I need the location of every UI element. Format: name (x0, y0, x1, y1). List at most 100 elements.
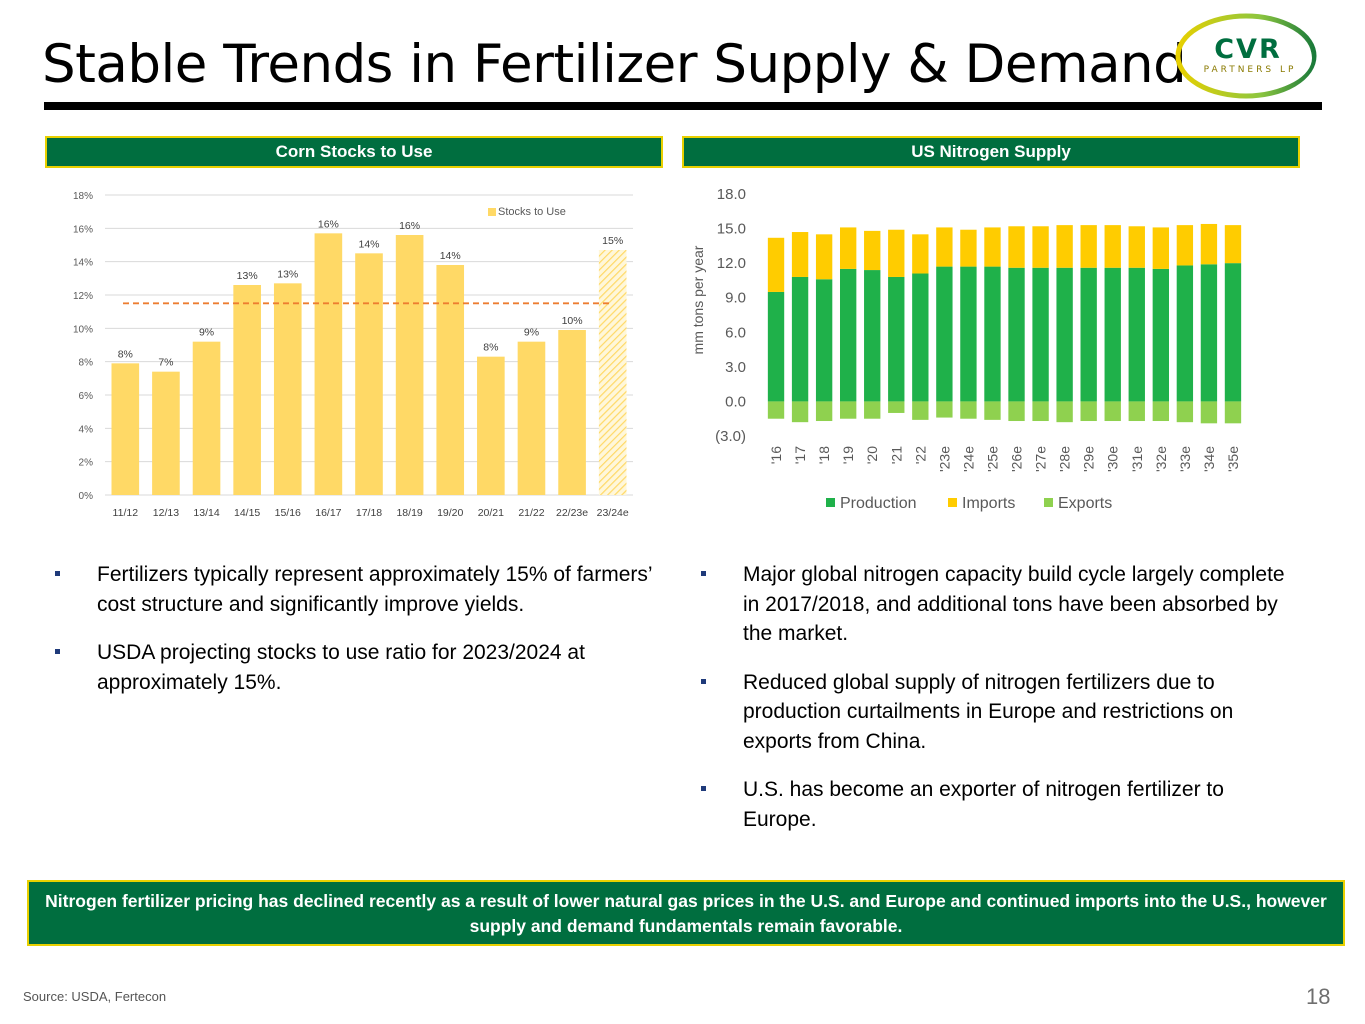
production-bar (1032, 267, 1049, 402)
source-note: Source: USDA, Fertecon (23, 989, 167, 1004)
corn-stocks-chart: 0% 2% 4% 6% 8% 10% 12% 14% 16% 18% 8% 11/12 7% 12/13 9… (73, 191, 633, 519)
bullet-text: U.S. has become an exporter of nitrogen … (743, 778, 1224, 831)
imports-bar (1224, 225, 1242, 264)
production-bar (839, 268, 857, 402)
list-item: Reduced global supply of nitrogen fertil… (701, 668, 1291, 757)
x-tick-label: '28e (1057, 446, 1073, 472)
x-tick-label: 19/20 (437, 507, 463, 519)
y-tick-label: 4% (79, 424, 94, 435)
exports-bar (1056, 401, 1073, 423)
bar (558, 330, 586, 495)
x-tick-label: 15/16 (275, 507, 301, 519)
nitrogen-supply-header: US Nitrogen Supply (682, 136, 1300, 168)
imports-bar (1032, 226, 1049, 268)
imports-bar (1104, 225, 1121, 268)
y-tick-label: 10% (73, 324, 93, 335)
imports-bar (984, 227, 1001, 267)
right-bullet-list: Major global nitrogen capacity build cyc… (701, 560, 1291, 853)
imports-bar (1176, 225, 1194, 266)
imports-bar (912, 234, 929, 274)
legend-swatch (826, 498, 835, 507)
exports-bar (1224, 401, 1242, 424)
y-tick-label: 12.0 (717, 255, 746, 272)
production-bar (1152, 268, 1170, 402)
x-tick-label: '29e (1081, 446, 1097, 472)
y-tick-label: 0.0 (725, 393, 746, 410)
bar (233, 285, 261, 495)
bullet-text: Reduced global supply of nitrogen fertil… (743, 670, 1234, 753)
x-tick-label: 13/14 (193, 507, 219, 519)
imports-bar (767, 237, 785, 292)
exports-bar (1104, 401, 1121, 422)
y-tick-label: 8% (79, 358, 94, 369)
bar (152, 371, 180, 495)
bar (598, 250, 627, 495)
exports-bar (936, 401, 953, 418)
x-tick-label: '33e (1177, 446, 1193, 472)
x-tick-label: 23/24e (597, 507, 629, 519)
data-label: 13% (277, 268, 298, 280)
imports-bar (936, 227, 953, 267)
exports-bar (888, 401, 905, 413)
exports-bar (960, 401, 977, 419)
production-bar (1224, 263, 1242, 402)
nitrogen-supply-chart: (3.0) 0.0 3.0 6.0 9.0 12.0 15.0 18.0 mm tons per… (690, 186, 1242, 512)
production-bar (912, 273, 929, 402)
exports-bar (1128, 401, 1145, 422)
logo-sub-text: PARTNERS LP (1204, 65, 1297, 75)
corn-stocks-header: Corn Stocks to Use (45, 136, 663, 168)
data-label: 9% (524, 327, 539, 339)
x-tick-label: 21/22 (518, 507, 544, 519)
y-tick-label: 16% (73, 224, 93, 235)
exports-bar (815, 401, 833, 422)
exports-bar (1176, 401, 1194, 423)
production-bar (936, 266, 953, 402)
x-tick-label: '25e (984, 446, 1000, 472)
exports-bar (1152, 401, 1170, 422)
data-label: 10% (562, 315, 583, 327)
exports-bar (1080, 401, 1097, 422)
exports-bar (791, 401, 809, 423)
exports-bar (864, 401, 881, 419)
legend-swatch (948, 498, 957, 507)
x-tick-label: 16/17 (315, 507, 341, 519)
imports-bar (839, 227, 857, 269)
y-tick-label: 12% (73, 291, 93, 302)
bar (355, 253, 383, 495)
data-label: 8% (118, 348, 133, 360)
bar (517, 341, 546, 495)
y-tick-label: 2% (79, 458, 94, 469)
data-label: 15% (602, 235, 623, 247)
imports-bar (864, 230, 881, 271)
production-bar (984, 266, 1001, 402)
x-tick-label: '22 (912, 446, 928, 464)
bar (395, 235, 424, 495)
x-tick-label: 17/18 (356, 507, 382, 519)
x-tick-label: 11/12 (113, 507, 139, 519)
bar (192, 341, 221, 495)
production-bar (791, 276, 809, 402)
imports-bar (815, 234, 833, 280)
production-bar (864, 270, 881, 402)
production-bar (767, 291, 785, 402)
y-tick-label: (3.0) (715, 428, 746, 445)
bullet-icon (701, 678, 706, 684)
y-axis-label: mm tons per year (690, 245, 706, 354)
y-tick-label: 0% (79, 491, 94, 502)
x-tick-label: '17 (792, 446, 808, 464)
y-tick-label: 14% (73, 258, 93, 269)
production-bar (1200, 264, 1218, 402)
y-tick-label: 6.0 (725, 324, 746, 341)
exports-bar (767, 401, 785, 419)
bullet-text: Fertilizers typically represent approxim… (97, 563, 652, 616)
legend-label: Exports (1058, 495, 1112, 512)
x-tick-label: '31e (1129, 446, 1145, 472)
imports-bar (1056, 225, 1073, 268)
data-label: 14% (440, 250, 461, 262)
production-bar (1056, 267, 1073, 402)
imports-bar (888, 229, 905, 277)
list-item: Fertilizers typically represent approxim… (55, 560, 660, 619)
imports-bar (1128, 226, 1145, 268)
imports-bar (1008, 226, 1025, 268)
imports-bar (1152, 227, 1170, 269)
